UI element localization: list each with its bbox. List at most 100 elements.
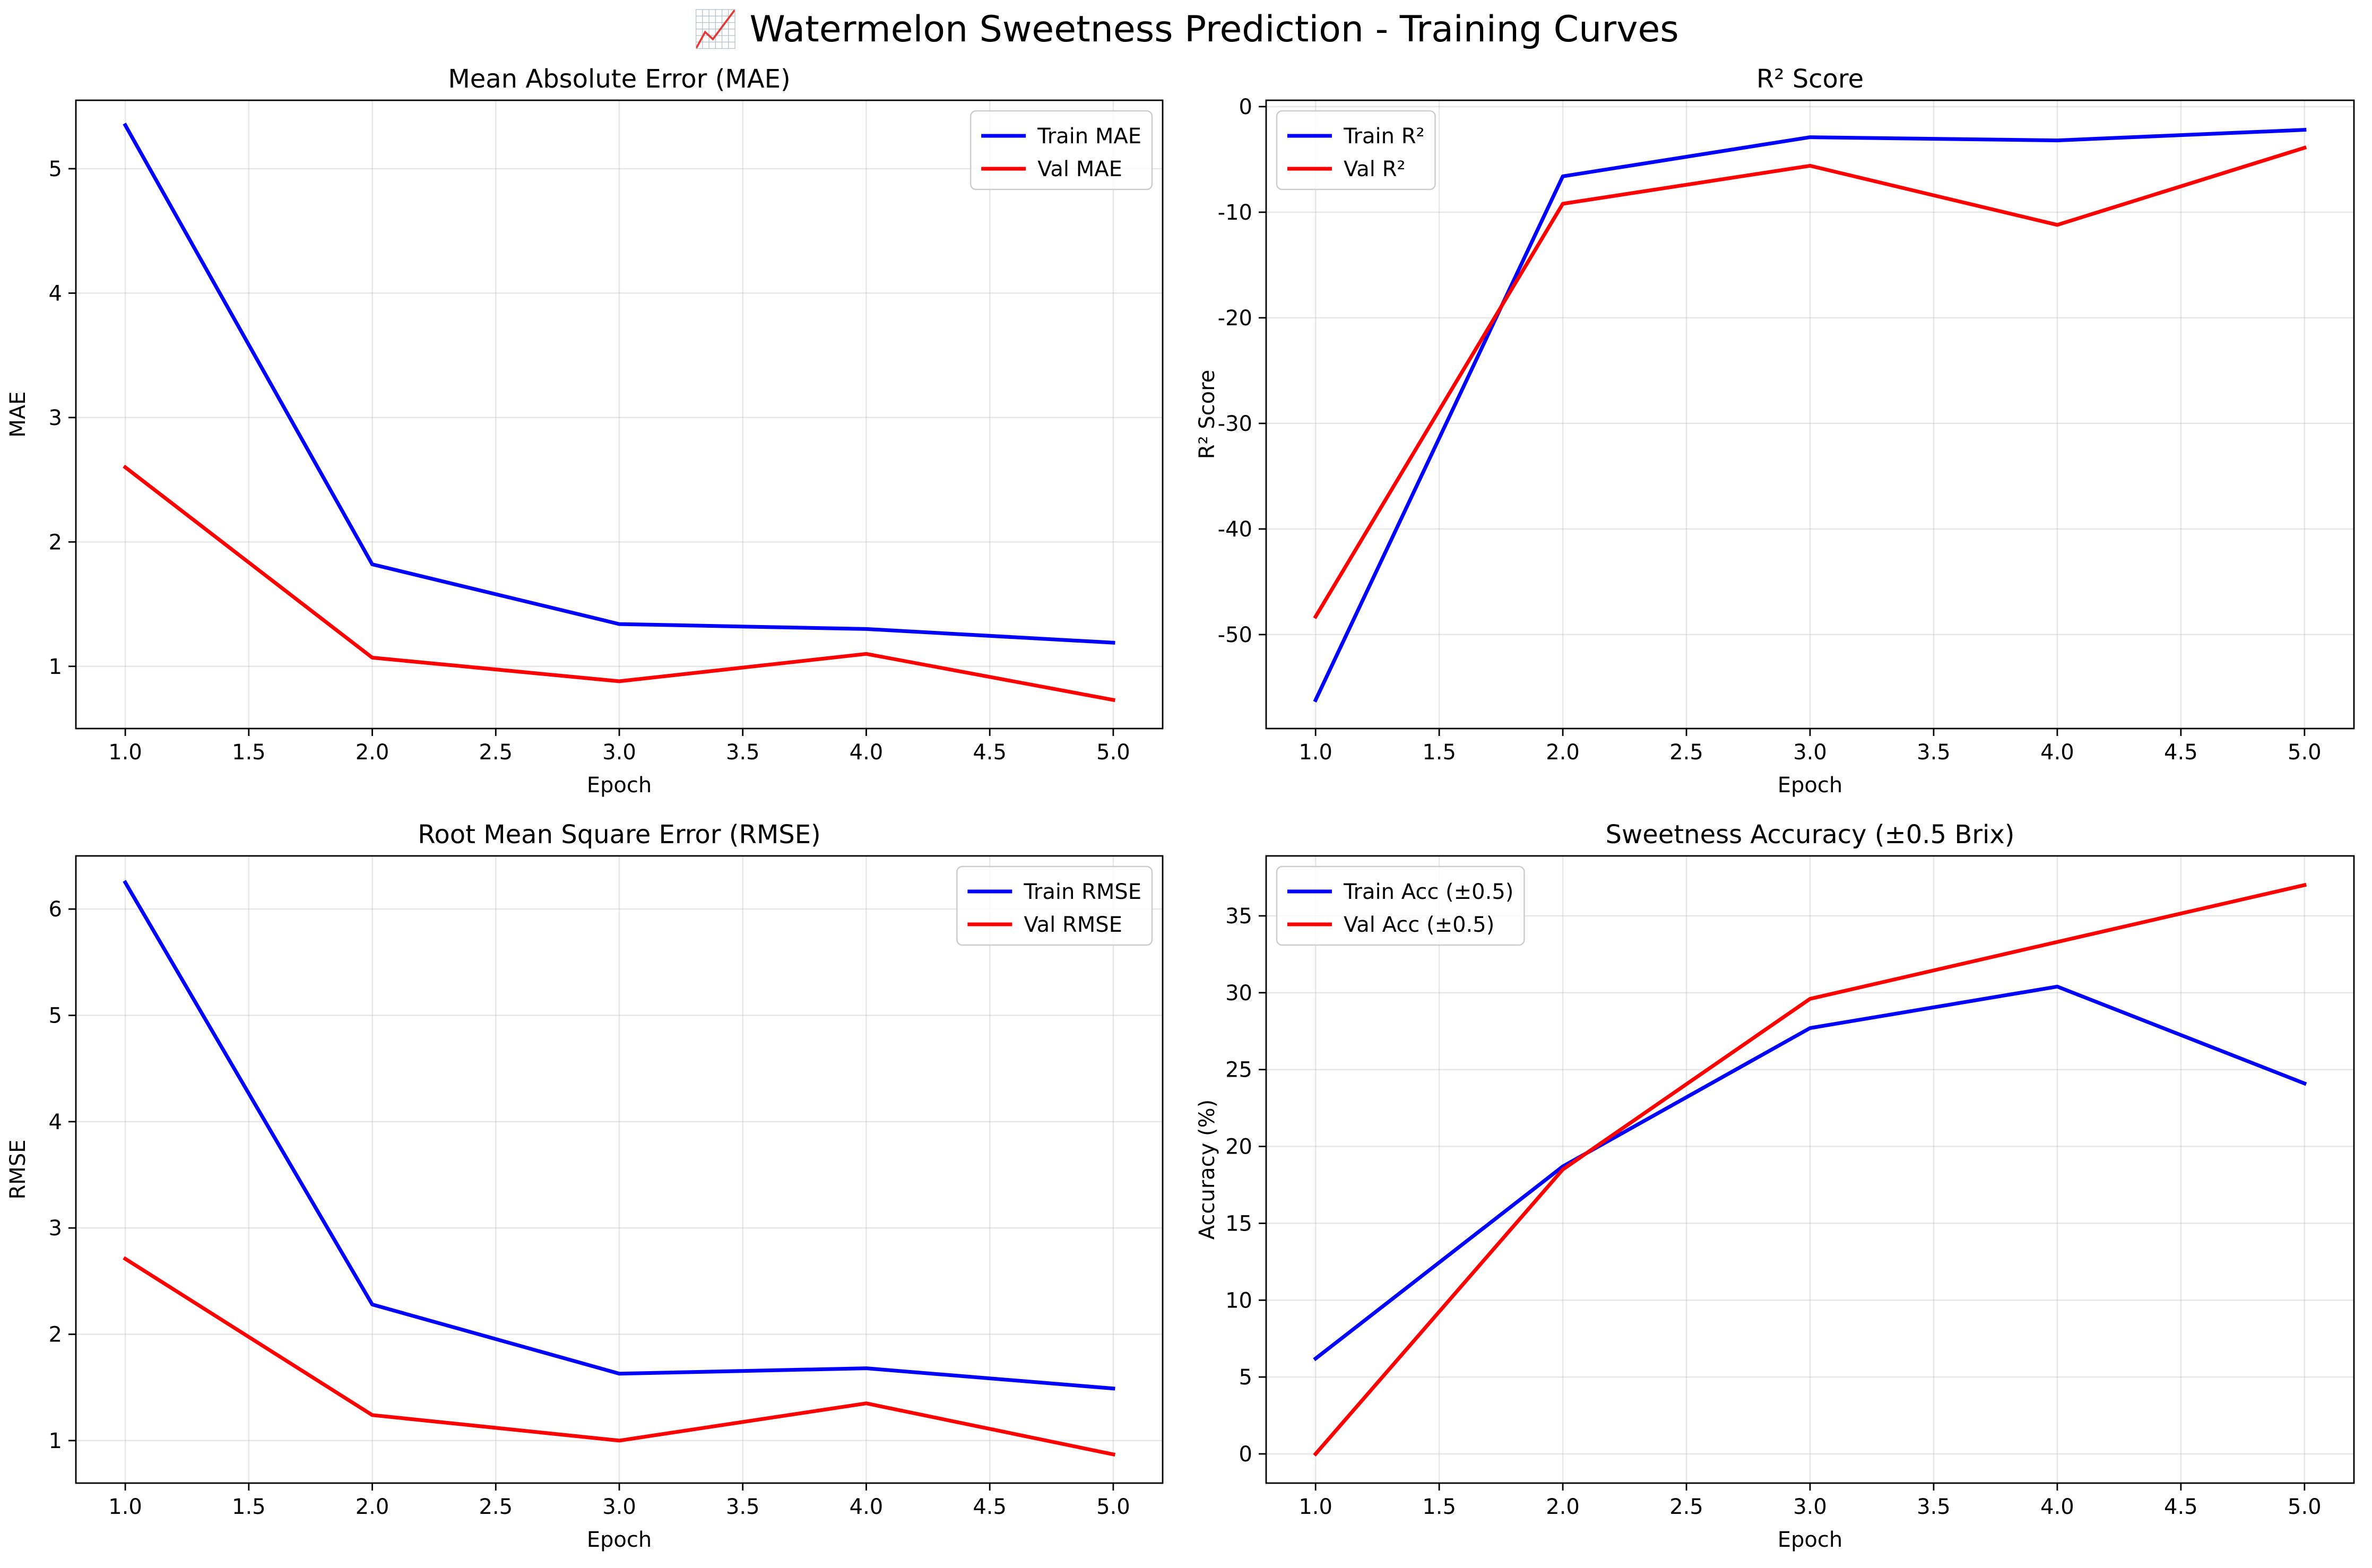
x-tick-label: 1.5	[232, 740, 266, 765]
chart-panels: 1.0 1.5 2.0 2.5 3.0 3.5 4.0 4.5 5.0 1 2 3 4 5 Mean Abs…	[6, 64, 2355, 1552]
x-tick-label: 2.5	[1669, 1495, 1703, 1519]
legend-label: Train Acc (±0.5)	[1343, 880, 1513, 904]
y-axis-label: RMSE	[6, 1140, 30, 1200]
x-tick-label: 1.5	[1422, 1495, 1456, 1519]
series-lines	[123, 880, 1116, 1457]
ticks: 1.0 1.5 2.0 2.5 3.0 3.5 4.0 4.5 5.0 1 2 3 4 5	[49, 157, 1130, 765]
ticks: 1.0 1.5 2.0 2.5 3.0 3.5 4.0 4.5 5.0 0 5 10 15 20 25 30 3…	[1225, 904, 2322, 1519]
y-tick-label: 30	[1225, 981, 1252, 1006]
y-tick-label: 20	[1225, 1135, 1252, 1159]
y-tick-label: 2	[49, 1323, 62, 1347]
x-tick-label: 1.0	[1298, 1495, 1332, 1519]
chart-title: R² Score	[1756, 64, 1864, 94]
legend-label: Train RMSE	[1023, 880, 1141, 904]
x-tick-label: 5.0	[1096, 740, 1130, 765]
x-tick-label: 3.0	[602, 1495, 636, 1519]
legend-label: Val RMSE	[1024, 913, 1122, 937]
x-tick-label: 3.5	[1917, 1495, 1951, 1519]
y-tick-label: 4	[49, 281, 62, 306]
x-tick-label: 2.0	[1546, 740, 1580, 765]
y-tick-label: -40	[1218, 517, 1252, 542]
y-tick-label: 2	[49, 530, 62, 555]
x-tick-label: 3.5	[726, 1495, 760, 1519]
x-tick-label: 2.0	[356, 1495, 389, 1519]
chart-panel-4: 1.0 1.5 2.0 2.5 3.0 3.5 4.0 4.5 5.0 0 5 10 15 20 25 30 3…	[1195, 820, 2355, 1552]
y-axis-label: MAE	[6, 391, 30, 437]
x-axis-label: Epoch	[1778, 1528, 1842, 1552]
y-tick-label: 6	[49, 897, 62, 922]
series-lines	[123, 123, 1115, 703]
x-tick-label: 4.0	[850, 1495, 884, 1519]
chart-title: Sweetness Accuracy (±0.5 Brix)	[1606, 820, 2015, 850]
chart-title: Mean Absolute Error (MAE)	[448, 64, 790, 94]
y-axis-label: R² Score	[1195, 370, 1219, 460]
x-tick-label: 1.0	[1298, 740, 1332, 765]
x-tick-label: 2.5	[1669, 740, 1703, 765]
y-axis-label: Accuracy (%)	[1195, 1099, 1219, 1240]
y-tick-label: 5	[49, 1004, 62, 1028]
y-tick-label: 15	[1225, 1211, 1252, 1236]
chart-panel-3: 1.0 1.5 2.0 2.5 3.0 3.5 4.0 4.5 5.0 1 2 3 4 5 6 Root Me…	[6, 820, 1164, 1552]
series-lines	[1313, 128, 2307, 703]
x-tick-label: 4.0	[2040, 740, 2074, 765]
x-tick-label: 2.0	[1546, 1495, 1580, 1519]
legend-label: Val Acc (±0.5)	[1344, 913, 1494, 937]
legend-frame	[1276, 865, 1525, 946]
chart-panel-2: 1.0 1.5 2.0 2.5 3.0 3.5 4.0 4.5 5.0 -50 -40 -30 -20 -…	[1195, 64, 2355, 798]
chart-title: Root Mean Square Error (RMSE)	[418, 820, 821, 850]
legend-label: Val R²	[1344, 157, 1405, 181]
y-tick-label: 1	[49, 655, 62, 679]
x-tick-label: 2.0	[356, 740, 389, 765]
ticks: 1.0 1.5 2.0 2.5 3.0 3.5 4.0 4.5 5.0 -50 -40 -30 -20 -…	[1218, 95, 2322, 765]
x-tick-label: 5.0	[1096, 1495, 1130, 1519]
x-tick-label: 5.0	[2288, 1495, 2322, 1519]
x-axis-label: Epoch	[587, 1528, 652, 1552]
legend-label: Val MAE	[1037, 157, 1122, 181]
legend: Train R² Val R²	[1276, 110, 1436, 190]
y-tick-label: 3	[49, 406, 62, 430]
y-tick-label: 4	[49, 1110, 62, 1134]
figure-title: 📈 Watermelon Sweetness Prediction - Trai…	[693, 8, 1678, 50]
y-tick-label: -20	[1218, 306, 1252, 331]
x-tick-label: 4.5	[2164, 740, 2198, 765]
y-tick-label: -30	[1218, 412, 1252, 436]
y-tick-label: 5	[49, 157, 62, 181]
x-tick-label: 3.5	[726, 740, 760, 765]
y-tick-label: 25	[1225, 1058, 1252, 1082]
ticks: 1.0 1.5 2.0 2.5 3.0 3.5 4.0 4.5 5.0 1 2 3 4 5 6	[49, 897, 1130, 1519]
x-tick-label: 5.0	[2288, 740, 2322, 765]
y-tick-label: 0	[1239, 1442, 1252, 1467]
x-tick-label: 3.0	[602, 740, 636, 765]
y-tick-label: 0	[1239, 95, 1252, 119]
x-tick-label: 4.5	[973, 1495, 1007, 1519]
x-tick-label: 3.0	[1793, 1495, 1827, 1519]
x-tick-label: 4.0	[2040, 1495, 2074, 1519]
x-tick-label: 2.5	[479, 740, 513, 765]
legend: Train Acc (±0.5) Val Acc (±0.5)	[1276, 865, 1525, 946]
x-tick-label: 1.0	[108, 740, 142, 765]
y-tick-label: 1	[49, 1429, 62, 1453]
x-axis-label: Epoch	[1778, 773, 1842, 798]
x-tick-label: 3.0	[1793, 740, 1827, 765]
y-tick-label: -50	[1218, 623, 1252, 647]
x-tick-label: 4.0	[850, 740, 884, 765]
y-tick-label: 5	[1239, 1365, 1252, 1390]
x-tick-label: 3.5	[1917, 740, 1951, 765]
y-tick-label: 3	[49, 1216, 62, 1241]
x-axis-label: Epoch	[587, 773, 652, 798]
legend: Train MAE Val MAE	[969, 110, 1153, 190]
x-tick-label: 2.5	[479, 1495, 513, 1519]
y-tick-label: -10	[1218, 201, 1252, 225]
series-lines	[1313, 882, 2307, 1457]
x-tick-label: 4.5	[2164, 1495, 2198, 1519]
legend-label: Train R²	[1343, 124, 1425, 149]
x-tick-label: 1.5	[232, 1495, 266, 1519]
legend: Train RMSE Val RMSE	[956, 865, 1153, 946]
y-tick-label: 10	[1225, 1288, 1252, 1313]
x-tick-label: 4.5	[973, 740, 1007, 765]
y-tick-label: 35	[1225, 904, 1252, 929]
legend-label: Train MAE	[1037, 124, 1141, 149]
chart-panel-1: 1.0 1.5 2.0 2.5 3.0 3.5 4.0 4.5 5.0 1 2 3 4 5 Mean Abs…	[6, 64, 1164, 798]
